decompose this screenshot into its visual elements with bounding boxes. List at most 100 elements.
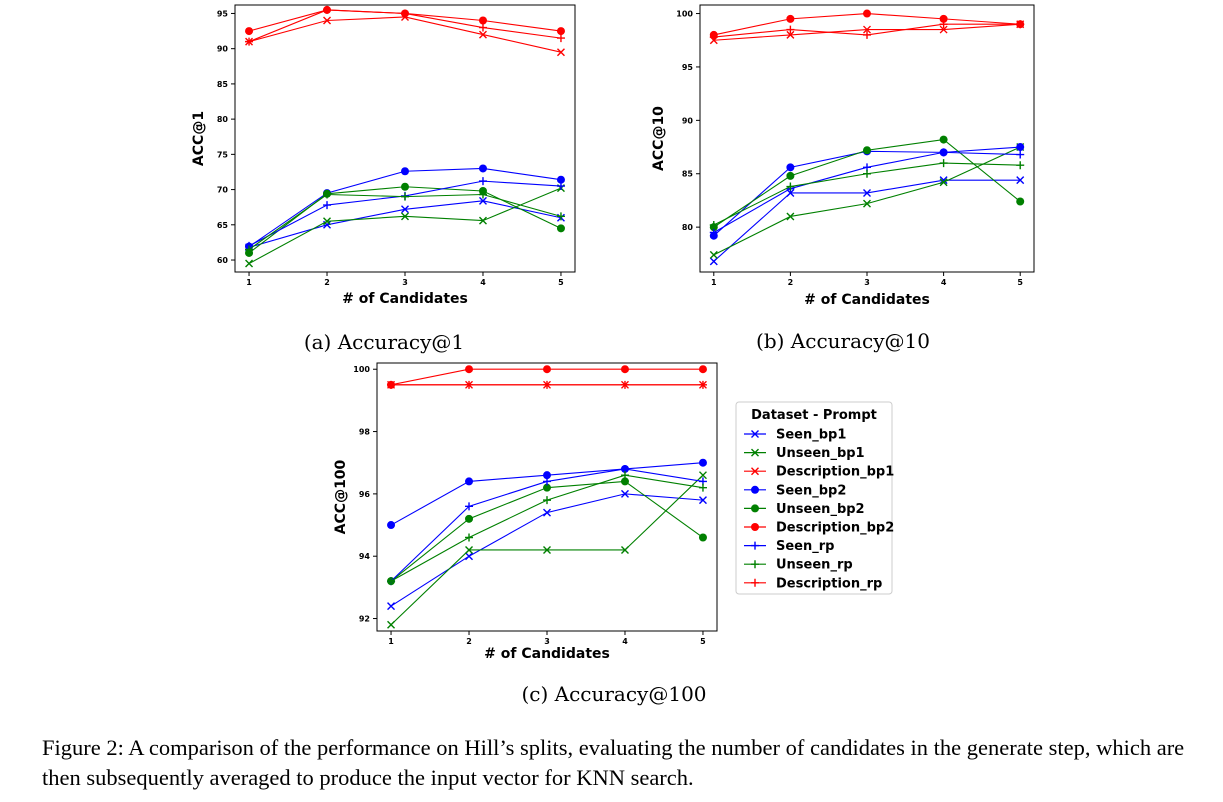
data-point xyxy=(543,471,551,480)
data-point xyxy=(1016,176,1025,185)
series-line xyxy=(713,146,1021,237)
x-tick-label: 5 xyxy=(1017,278,1023,287)
data-point xyxy=(323,217,332,226)
legend-label: Seen_rp xyxy=(776,539,834,554)
data-point xyxy=(465,477,474,486)
data-point xyxy=(939,148,948,157)
data-point xyxy=(709,257,718,266)
y-tick-label: 90 xyxy=(682,116,694,125)
data-point xyxy=(323,190,332,199)
data-point xyxy=(387,577,396,586)
data-point xyxy=(401,212,409,221)
data-point xyxy=(478,216,487,225)
legend-swatch-marker xyxy=(751,578,759,587)
data-point xyxy=(387,521,396,530)
data-point xyxy=(939,14,948,23)
series-description-rp xyxy=(245,5,565,46)
x-tick-label: 4 xyxy=(480,278,486,287)
x-tick-label: 3 xyxy=(544,637,550,646)
y-tick-label: 90 xyxy=(217,45,229,54)
data-point xyxy=(401,205,409,214)
data-point xyxy=(387,602,396,611)
data-point xyxy=(465,380,474,389)
data-point xyxy=(698,365,707,374)
data-point xyxy=(1016,161,1025,170)
plot-frame xyxy=(234,4,576,273)
legend-entry: Unseen_bp1 xyxy=(744,446,865,461)
legend-label: Unseen_bp2 xyxy=(776,502,865,517)
legend-swatch-marker xyxy=(751,541,759,550)
data-point xyxy=(556,182,565,191)
data-point xyxy=(478,16,487,25)
data-point xyxy=(709,33,718,42)
data-point xyxy=(939,135,948,144)
data-point xyxy=(556,224,565,233)
data-point xyxy=(1016,143,1025,152)
data-point xyxy=(863,30,871,39)
data-point xyxy=(245,259,254,268)
series-description-rp xyxy=(709,20,1025,42)
legend-entry: Description_bp1 xyxy=(744,465,894,480)
y-tick-label: 100 xyxy=(353,365,370,374)
data-point xyxy=(620,380,629,389)
subfigure-caption: (a) Accuracy@1 xyxy=(304,330,464,354)
series-unseen-bp2 xyxy=(245,182,565,257)
data-point xyxy=(863,25,871,34)
legend-entry: Unseen_bp2 xyxy=(744,502,865,517)
y-tick-label: 98 xyxy=(359,428,371,437)
data-point xyxy=(863,199,871,208)
series-seen-bp1 xyxy=(245,196,565,252)
y-tick-label: 70 xyxy=(217,186,229,195)
data-point xyxy=(786,25,795,34)
x-tick-label: 5 xyxy=(700,637,706,646)
subfigure-caption: (b) Accuracy@10 xyxy=(756,329,930,353)
data-point xyxy=(387,380,396,389)
x-tick-label: 2 xyxy=(324,278,330,287)
data-point xyxy=(709,221,718,230)
x-tick-label: 4 xyxy=(941,278,947,287)
data-point xyxy=(620,477,629,486)
data-point xyxy=(401,192,409,201)
x-axis-label: # of Candidates xyxy=(342,291,468,307)
data-point xyxy=(1016,197,1025,206)
series-unseen-bp1 xyxy=(387,471,707,629)
series-description-bp2 xyxy=(387,365,707,389)
data-point xyxy=(478,30,487,39)
series-unseen-bp2 xyxy=(387,477,707,586)
data-point xyxy=(556,212,565,221)
data-point xyxy=(465,514,474,523)
x-tick-label: 2 xyxy=(788,278,794,287)
data-point xyxy=(543,496,551,505)
data-point xyxy=(478,23,487,32)
legend-label: Description_rp xyxy=(776,576,882,591)
data-point xyxy=(786,30,795,39)
data-point xyxy=(556,175,565,184)
y-tick-label: 80 xyxy=(682,223,694,232)
y-tick-label: 95 xyxy=(682,63,694,72)
series-seen-rp xyxy=(709,148,1025,237)
series-description-bp1 xyxy=(245,12,565,57)
legend-swatch-marker xyxy=(751,560,759,569)
data-point xyxy=(863,188,871,197)
legend-entry: Unseen_rp xyxy=(744,558,853,573)
y-tick-label: 65 xyxy=(217,221,229,230)
y-axis-label: ACC@100 xyxy=(333,459,349,534)
series-line xyxy=(248,180,561,247)
series-description-bp1 xyxy=(709,20,1025,45)
data-point xyxy=(543,545,551,554)
legend-entry: Seen_rp xyxy=(744,539,834,554)
y-tick-label: 80 xyxy=(217,115,229,124)
data-point xyxy=(245,27,254,36)
series-unseen-rp xyxy=(245,190,565,254)
data-point xyxy=(465,533,474,542)
series-seen-bp2 xyxy=(387,458,707,530)
x-tick-label: 1 xyxy=(246,278,252,287)
x-tick-label: 1 xyxy=(711,278,717,287)
data-point xyxy=(1016,150,1025,159)
y-tick-label: 92 xyxy=(359,615,370,624)
data-point xyxy=(620,545,629,554)
chart-c: 92 94 96 98 100 1 2 3 4 5 # of Candidates ACC@100 (c… xyxy=(333,362,718,706)
data-point xyxy=(401,182,409,191)
data-point xyxy=(556,34,565,43)
y-tick-label: 85 xyxy=(217,80,229,89)
